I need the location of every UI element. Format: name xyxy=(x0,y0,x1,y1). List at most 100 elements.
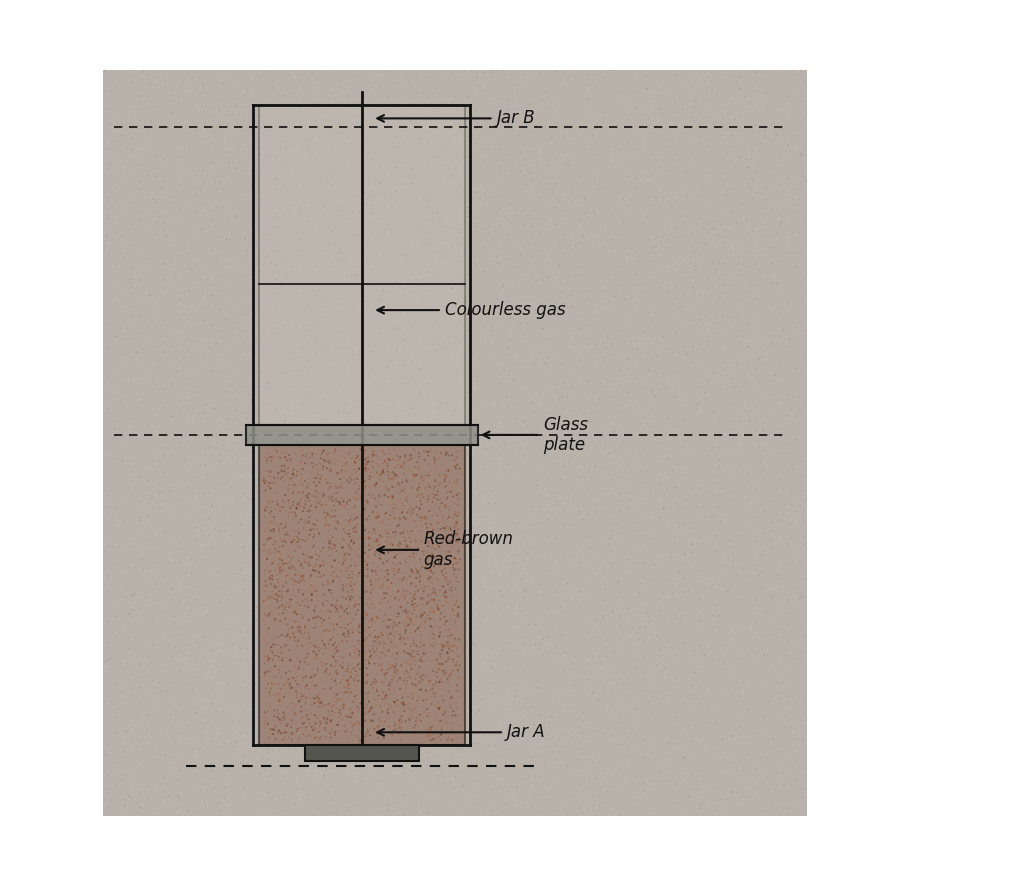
Point xyxy=(277,665,294,679)
Point xyxy=(368,529,385,543)
Point xyxy=(447,496,463,510)
Point xyxy=(261,217,277,231)
Point xyxy=(478,162,494,176)
Point xyxy=(767,131,784,145)
Point xyxy=(360,652,376,667)
Point xyxy=(292,421,308,435)
Point xyxy=(559,592,576,606)
Point xyxy=(516,168,533,182)
Point xyxy=(386,766,402,780)
Point xyxy=(230,251,246,265)
Point xyxy=(653,518,670,532)
Point xyxy=(504,281,520,295)
Point xyxy=(797,667,814,681)
Point xyxy=(108,187,124,201)
Point xyxy=(514,729,530,743)
Point xyxy=(597,281,613,295)
Point xyxy=(645,114,662,128)
Point xyxy=(370,629,387,643)
Point xyxy=(361,543,377,557)
Point xyxy=(742,292,759,306)
Point xyxy=(466,684,483,698)
Point xyxy=(779,246,795,260)
Point xyxy=(435,640,452,654)
Point xyxy=(551,775,568,789)
Point xyxy=(183,305,200,319)
Point xyxy=(498,598,515,612)
Point xyxy=(262,469,278,483)
Point xyxy=(517,184,534,198)
Point xyxy=(649,367,666,381)
Point xyxy=(756,125,772,139)
Point xyxy=(296,585,312,599)
Point xyxy=(310,594,327,608)
Point xyxy=(763,516,780,530)
Point xyxy=(378,538,395,553)
Point xyxy=(428,339,445,353)
Point xyxy=(414,610,430,624)
Point xyxy=(321,563,337,577)
Point xyxy=(307,308,324,322)
Point xyxy=(454,211,470,225)
Point xyxy=(706,638,723,652)
Point xyxy=(795,399,812,413)
Point xyxy=(388,498,404,512)
Point xyxy=(514,415,530,429)
Point xyxy=(512,302,528,316)
Point xyxy=(134,293,151,307)
Point xyxy=(432,636,449,650)
Point xyxy=(268,403,284,417)
Point xyxy=(361,538,377,553)
Point xyxy=(716,647,732,661)
Point xyxy=(725,139,741,153)
Point xyxy=(461,743,478,757)
Point xyxy=(778,320,794,334)
Point xyxy=(283,515,300,529)
Point xyxy=(275,401,292,415)
Point xyxy=(160,638,177,652)
Point xyxy=(132,275,149,289)
Point xyxy=(760,717,777,731)
Point xyxy=(293,626,309,640)
Point xyxy=(301,717,317,731)
Point xyxy=(145,740,161,754)
Point xyxy=(781,137,797,151)
Point xyxy=(157,219,174,233)
Point xyxy=(267,442,283,456)
Point xyxy=(303,588,320,602)
Point xyxy=(780,423,796,437)
Point xyxy=(472,644,488,658)
Point xyxy=(194,487,211,501)
Point xyxy=(381,466,397,480)
Point xyxy=(251,492,268,506)
Point xyxy=(556,645,573,660)
Point xyxy=(394,526,410,540)
Point xyxy=(396,531,413,545)
Point xyxy=(437,469,454,483)
Point xyxy=(700,774,717,788)
Point xyxy=(360,691,376,705)
Point xyxy=(522,352,539,366)
Point xyxy=(755,67,771,81)
Point xyxy=(521,145,538,159)
Point xyxy=(425,585,442,599)
Point xyxy=(367,493,384,507)
Point xyxy=(496,68,513,82)
Point xyxy=(279,527,296,541)
Point xyxy=(386,416,402,430)
Point xyxy=(142,576,158,590)
Point xyxy=(391,166,407,180)
Point xyxy=(217,576,234,590)
Point xyxy=(758,777,774,791)
Point xyxy=(516,79,533,93)
Point xyxy=(531,651,548,665)
Point xyxy=(266,638,282,652)
Point xyxy=(584,642,601,656)
Point xyxy=(648,742,665,756)
Point xyxy=(389,350,405,364)
Point xyxy=(244,113,261,127)
Point xyxy=(437,498,454,512)
Point xyxy=(797,792,814,806)
Point xyxy=(107,324,123,339)
Point xyxy=(203,111,219,125)
